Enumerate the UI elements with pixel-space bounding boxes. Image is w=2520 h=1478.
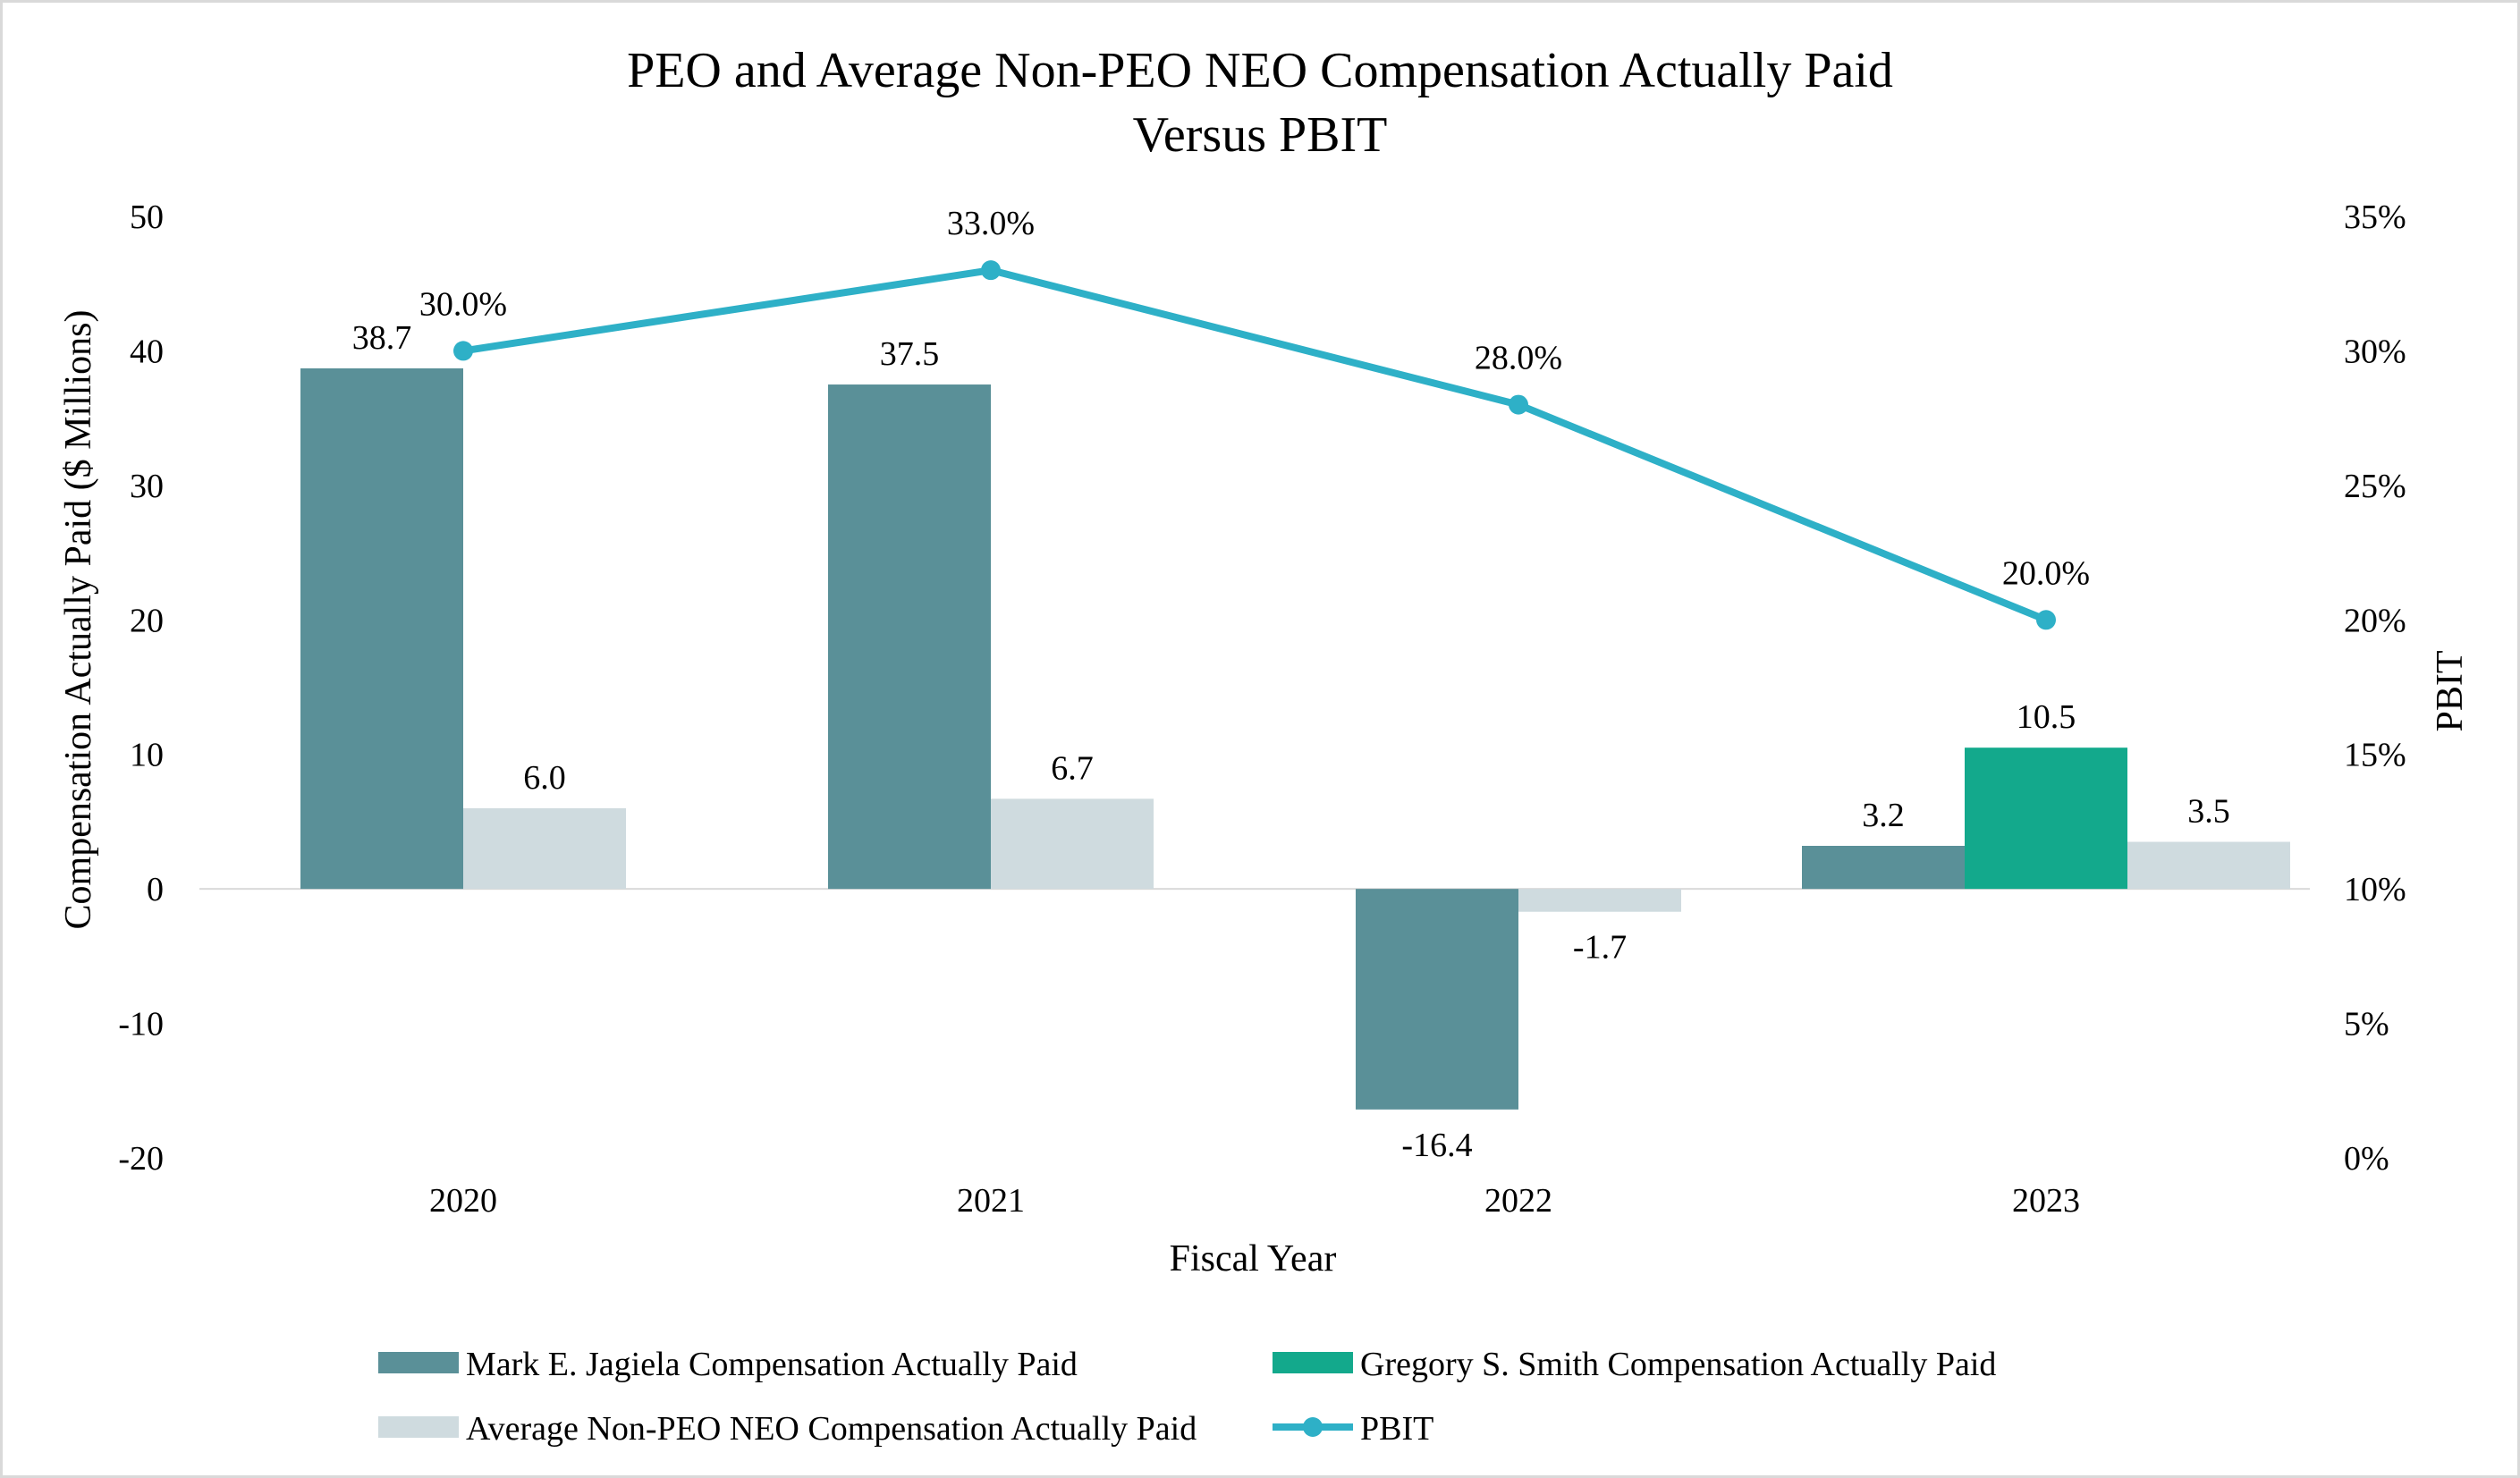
x-axis-title: Fiscal Year xyxy=(1170,1238,1337,1280)
legend: Mark E. Jagiela Compensation Actually Pa… xyxy=(378,1346,1996,1448)
pbit-point xyxy=(1509,394,1528,415)
chart-title-line-2: Versus PBIT xyxy=(1133,107,1388,163)
pbit-point xyxy=(453,341,473,361)
bar-series-group xyxy=(300,367,2290,1110)
x-tick-label: 2022 xyxy=(1484,1182,1552,1220)
y-tick-label: 30 xyxy=(130,468,164,505)
bar-label-group: 38.7 6.0 37.5 6.7 -16.4 -1.7 3.2 10.5 3.5 xyxy=(352,319,2230,1164)
bar-data-label: 38.7 xyxy=(352,319,412,357)
pbit-data-label: 20.0% xyxy=(2002,554,2090,592)
bar-nonpeo xyxy=(991,798,1154,890)
y2-tick-label: 30% xyxy=(2344,333,2406,370)
bar-jagiela xyxy=(300,367,463,890)
chart-title-line-1: PEO and Average Non-PEO NEO Compensation… xyxy=(627,43,1893,98)
y2-tick-label: 5% xyxy=(2344,1006,2389,1043)
legend-label-pbit: PBIT xyxy=(1360,1410,1433,1448)
bar-jagiela xyxy=(828,384,991,890)
pbit-point xyxy=(981,260,1001,281)
y-tick-label: -10 xyxy=(118,1006,164,1043)
y2-axis-title: PBIT xyxy=(2430,650,2471,731)
bar-data-label: 37.5 xyxy=(880,335,940,373)
bar-data-label: 10.5 xyxy=(2017,698,2076,736)
y-axis-title: Compensation Actually Paid ($ Millions) xyxy=(58,310,99,930)
pbit-data-label: 28.0% xyxy=(1475,340,1562,377)
bar-nonpeo xyxy=(463,807,626,890)
bar-jagiela xyxy=(1356,889,1518,1110)
pbit-data-label: 30.0% xyxy=(419,285,507,323)
legend-swatch-jagiela xyxy=(378,1352,459,1373)
bar-data-label: 3.5 xyxy=(2187,792,2230,830)
x-axis-ticks: 2020 2021 2022 2023 xyxy=(429,1182,2080,1220)
bar-data-label: -1.7 xyxy=(1573,929,1627,967)
legend-label-jagiela: Mark E. Jagiela Compensation Actually Pa… xyxy=(466,1346,1078,1383)
legend-marker-pbit xyxy=(1303,1417,1323,1437)
bar-smith xyxy=(1965,747,2127,890)
y-tick-label: 50 xyxy=(130,198,164,236)
y-tick-label: 20 xyxy=(130,602,164,639)
y-tick-label: 10 xyxy=(130,737,164,774)
y2-tick-label: 20% xyxy=(2344,602,2406,639)
legend-label-smith: Gregory S. Smith Compensation Actually P… xyxy=(1360,1346,1996,1383)
y-tick-label: -20 xyxy=(118,1140,164,1178)
pbit-point xyxy=(2036,610,2056,630)
y2-tick-label: 0% xyxy=(2344,1140,2389,1178)
pbit-data-label: 33.0% xyxy=(947,205,1035,242)
y2-tick-label: 35% xyxy=(2344,198,2406,236)
legend-swatch-smith xyxy=(1273,1352,1353,1373)
y-tick-label: 0 xyxy=(147,871,164,908)
bar-nonpeo xyxy=(1518,889,1681,912)
pbit-line-group: 30.0% 33.0% 28.0% 20.0% xyxy=(419,205,2090,630)
bar-data-label: 6.7 xyxy=(1051,749,1094,787)
y2-tick-label: 15% xyxy=(2344,737,2406,774)
chart-svg: PEO and Average Non-PEO NEO Compensation… xyxy=(58,43,2471,1448)
y-axis-ticks: -20 -10 0 10 20 30 40 50 xyxy=(118,198,164,1178)
y2-tick-label: 25% xyxy=(2344,468,2406,505)
bar-nonpeo xyxy=(2127,841,2290,890)
pbit-line xyxy=(462,266,2048,623)
y2-axis-ticks: 0% 5% 10% 15% 20% 25% 30% 35% xyxy=(2344,198,2406,1178)
x-tick-label: 2023 xyxy=(2012,1182,2080,1220)
legend-swatch-nonpeo xyxy=(378,1416,459,1438)
bar-data-label: -16.4 xyxy=(1401,1127,1472,1164)
x-tick-label: 2020 xyxy=(429,1182,497,1220)
bar-jagiela xyxy=(1802,846,1965,890)
bar-data-label: 6.0 xyxy=(523,759,566,797)
bar-data-label: 3.2 xyxy=(1862,797,1905,834)
x-tick-label: 2021 xyxy=(957,1182,1025,1220)
y-tick-label: 40 xyxy=(130,333,164,370)
legend-label-nonpeo: Average Non-PEO NEO Compensation Actuall… xyxy=(466,1410,1197,1448)
y2-tick-label: 10% xyxy=(2344,871,2406,908)
